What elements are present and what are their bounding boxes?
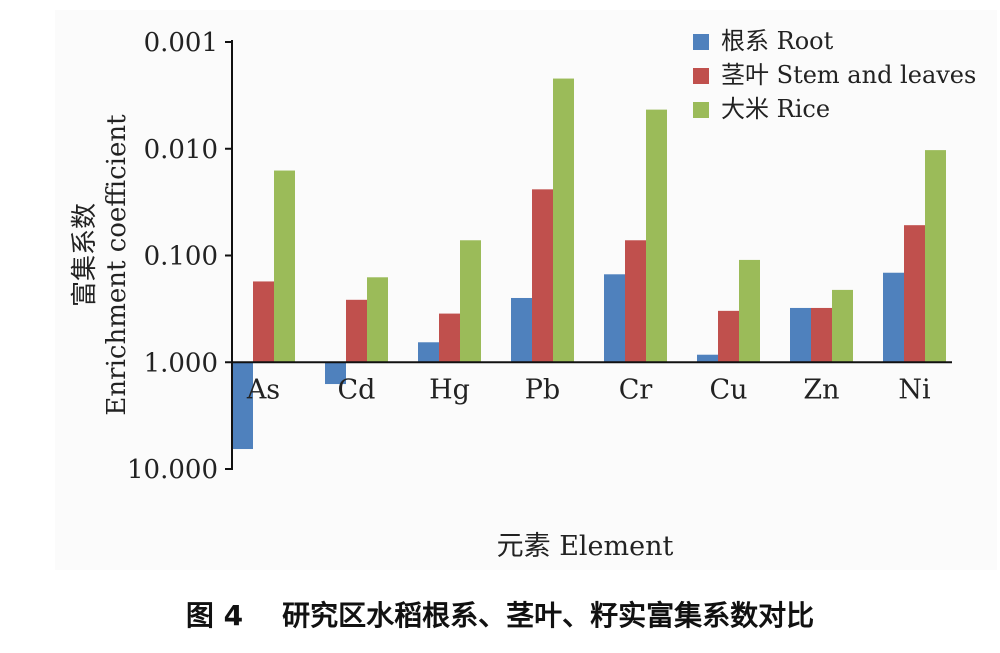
legend: 根系 Root 茎叶 Stem and leaves 大米 Rice	[693, 27, 976, 123]
legend-swatch	[693, 102, 709, 118]
bars-group	[232, 78, 946, 450]
bar-hg-series-3	[460, 240, 481, 363]
x-category-label: Zn	[803, 374, 839, 405]
bar-pb-series-2	[532, 189, 553, 363]
bar-cd-series-3	[367, 277, 388, 363]
x-category-label: Hg	[429, 374, 470, 405]
y-tick-label: 0.010	[144, 135, 218, 165]
bar-ni-series-3	[925, 150, 946, 363]
bar-zn-series-2	[811, 307, 832, 363]
x-category-label: As	[246, 374, 280, 405]
bar-ni-series-1	[883, 272, 904, 363]
bar-as-series-1	[232, 362, 253, 450]
y-tick-label: 10.000	[127, 455, 218, 485]
x-category-label: Pb	[525, 374, 560, 405]
bar-zn-series-3	[832, 289, 853, 363]
y-axis-title-en: Enrichment coefficient	[102, 114, 132, 416]
bar-ni-series-2	[904, 225, 925, 363]
bar-zn-series-1	[790, 307, 811, 363]
legend-label: 根系 Root	[721, 27, 834, 55]
bar-cr-series-1	[604, 274, 625, 363]
x-axis-title: 元素 Element	[497, 531, 674, 562]
bar-cd-series-2	[346, 299, 367, 363]
axes-group	[231, 40, 952, 470]
x-category-label: Ni	[898, 374, 931, 405]
bar-cu-series-3	[739, 259, 760, 363]
y-axis-title-cn: 富集系数	[70, 203, 100, 307]
legend-label: 茎叶 Stem and leaves	[721, 61, 976, 89]
x-category-labels-group: As Cd Hg Pb Cr Cu Zn Ni	[246, 374, 931, 405]
y-ticks-group: 0.001 0.010 0.100 1.000 10.000	[127, 28, 232, 485]
x-category-label: Cd	[338, 374, 376, 405]
bar-as-series-3	[274, 170, 295, 363]
legend-swatch	[693, 68, 709, 84]
x-category-label: Cu	[709, 374, 747, 405]
chart-panel: 0.001 0.010 0.100 1.000 10.000 As Cd Hg Pb Cr Cu Z…	[55, 10, 997, 570]
bar-hg-series-2	[439, 313, 460, 363]
figure-caption: 图 4 研究区水稻根系、茎叶、籽实富集系数对比	[185, 599, 815, 632]
x-category-label: Cr	[619, 374, 653, 405]
y-tick-label: 0.100	[144, 242, 218, 272]
y-tick-label: 0.001	[144, 28, 218, 58]
bar-as-series-2	[253, 281, 274, 363]
bar-cu-series-1	[697, 354, 718, 363]
bar-cd-series-1	[325, 362, 346, 385]
bar-pb-series-1	[511, 297, 532, 363]
bar-cr-series-3	[646, 109, 667, 363]
legend-label: 大米 Rice	[721, 95, 830, 123]
axis-titles-group: 富集系数 Enrichment coefficient 元素 Element	[70, 114, 674, 562]
bar-cr-series-2	[625, 240, 646, 363]
bar-pb-series-3	[553, 78, 574, 363]
bar-hg-series-1	[418, 342, 439, 363]
enrichment-coefficient-chart: 0.001 0.010 0.100 1.000 10.000 As Cd Hg Pb Cr Cu Z…	[70, 27, 976, 562]
legend-swatch	[693, 34, 709, 50]
y-tick-label: 1.000	[144, 348, 218, 378]
bar-cu-series-2	[718, 310, 739, 363]
